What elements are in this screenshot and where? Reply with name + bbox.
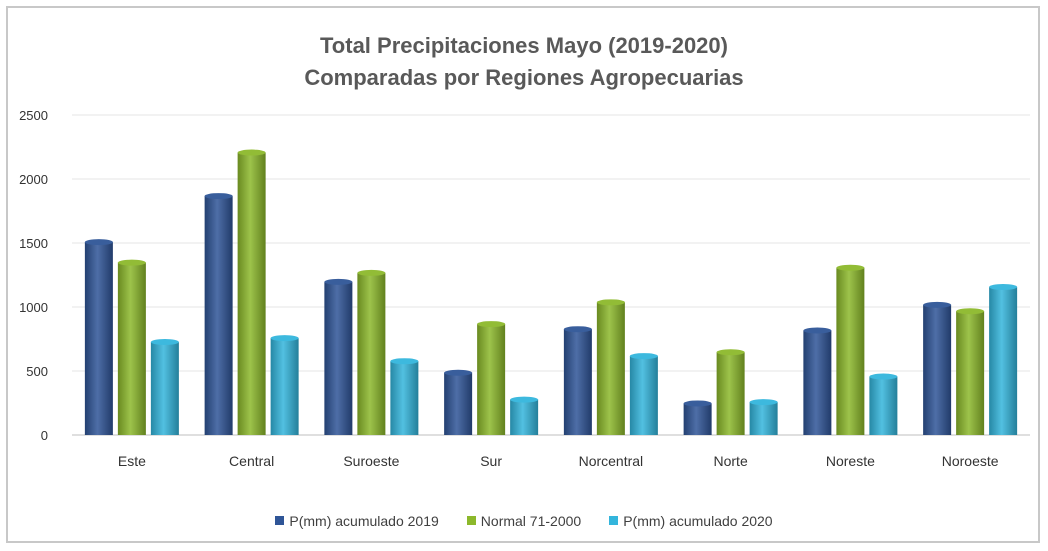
bar [204, 193, 233, 435]
bar [716, 349, 745, 435]
x-tick-label: Norcentral [579, 453, 644, 469]
legend-item: P(mm) acumulado 2019 [275, 512, 439, 529]
bar [357, 269, 386, 435]
y-tick-label: 1500 [19, 236, 48, 251]
legend-label: Normal 71-2000 [480, 512, 582, 529]
bar [270, 335, 299, 435]
bar [869, 373, 898, 435]
bar [836, 264, 865, 435]
x-tick-label: Norte [714, 453, 748, 469]
legend-swatch [466, 516, 476, 525]
x-tick-label: Noroeste [942, 453, 999, 469]
bar [510, 396, 539, 435]
x-tick-label: Central [229, 453, 274, 469]
bar [956, 308, 985, 435]
bar [324, 278, 353, 435]
bar [237, 149, 266, 435]
y-tick-label: 2000 [19, 172, 48, 187]
bar [84, 239, 113, 435]
x-tick-label: Noreste [826, 453, 875, 469]
bar [596, 299, 625, 435]
x-tick-label: Suroeste [343, 453, 399, 469]
chart-frame [6, 6, 1040, 543]
legend-swatch [275, 516, 285, 525]
bar [683, 400, 712, 435]
bar [749, 399, 778, 435]
legend-swatch [609, 516, 619, 525]
y-axis-ticks: 0 500 1000 1500 2000 2500 [19, 108, 48, 443]
y-tick-label: 500 [26, 364, 48, 379]
bar [629, 353, 658, 435]
legend: P(mm) acumulado 2019 Normal 71-2000 P(mm) … [0, 512, 1048, 529]
bar [117, 259, 146, 435]
bar [150, 339, 179, 435]
bar [563, 326, 592, 435]
bars [84, 149, 1018, 435]
bar [989, 283, 1018, 435]
x-tick-label: Sur [480, 453, 502, 469]
bar [803, 327, 832, 435]
y-tick-label: 2500 [19, 108, 48, 123]
chart-title-block: Total Precipitaciones Mayo (2019-2020) C… [0, 30, 1048, 94]
legend-label: P(mm) acumulado 2019 [289, 512, 439, 529]
bar [477, 321, 506, 435]
y-tick-label: 1000 [19, 300, 48, 315]
legend-item: P(mm) acumulado 2020 [609, 512, 773, 529]
x-tick-label: Este [118, 453, 146, 469]
x-axis-categories: Este Central Suroeste Sur Norcentral Norte Nor… [118, 453, 999, 469]
bar [923, 301, 952, 435]
chart-title: Total Precipitaciones Mayo (2019-2020) [320, 33, 728, 58]
y-tick-label: 0 [41, 428, 48, 443]
bar [444, 369, 473, 435]
chart-subtitle: Comparadas por Regiones Agropecuarias [304, 65, 744, 90]
bar [390, 358, 419, 435]
legend-label: P(mm) acumulado 2020 [623, 512, 773, 529]
legend-item: Normal 71-2000 [466, 512, 582, 529]
